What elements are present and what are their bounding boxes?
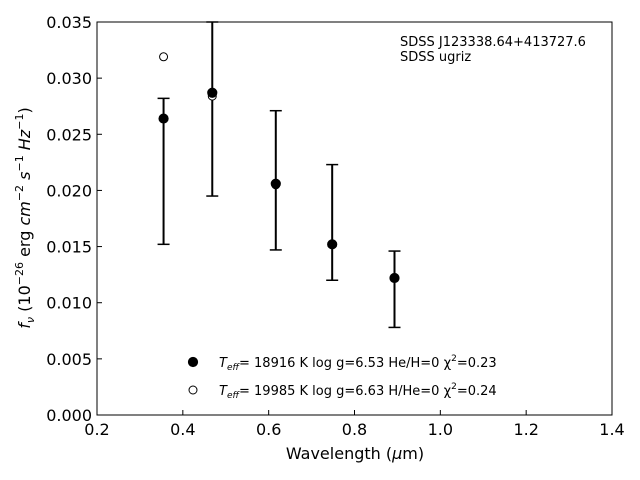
filled-point bbox=[158, 113, 169, 124]
legend: Teff= 18916 K log g=6.53 He/H=0 χ2=0.23 T… bbox=[187, 354, 497, 401]
filled-point bbox=[207, 87, 218, 98]
legend-marker-open bbox=[188, 385, 198, 395]
x-tick-label: 0.6 bbox=[256, 420, 281, 439]
y-tick-label: 0.005 bbox=[46, 350, 92, 369]
x-tick-label: 1.2 bbox=[513, 420, 538, 439]
data-points bbox=[158, 52, 400, 284]
annotation-line-2: SDSS ugriz bbox=[400, 50, 471, 65]
x-tick-label: 1.0 bbox=[428, 420, 453, 439]
x-tick-label: 0.8 bbox=[342, 420, 367, 439]
y-tick-label: 0.000 bbox=[46, 406, 92, 425]
axis-ticks: 0.2 0.4 0.6 0.8 1.0 1.2 1.4 0.000 0.005 0.010 0.01… bbox=[46, 13, 625, 439]
legend-entry: Teff= 18916 K log g=6.53 He/H=0 χ2=0.23 bbox=[219, 354, 497, 373]
errorbars bbox=[157, 21, 401, 329]
y-axis-label: fν (10−26 erg cm−2 s−1 Hz−1) bbox=[13, 107, 37, 328]
y-tick-label: 0.010 bbox=[46, 294, 92, 313]
legend-entry: Teff= 19985 K log g=6.63 H/He=0 χ2=0.24 bbox=[219, 382, 497, 401]
x-tick-label: 1.4 bbox=[599, 420, 624, 439]
filled-point bbox=[270, 178, 281, 189]
legend-marker-filled bbox=[187, 356, 199, 368]
annotation-line-1: SDSS J123338.64+413727.6 bbox=[400, 35, 586, 50]
y-tick-label: 0.030 bbox=[46, 69, 92, 88]
filled-point bbox=[327, 239, 338, 250]
x-tick-label: 0.4 bbox=[170, 420, 195, 439]
filled-point bbox=[389, 272, 400, 284]
y-tick-label: 0.035 bbox=[46, 13, 92, 32]
open-point bbox=[159, 52, 169, 62]
x-axis-label: Wavelength (μm) bbox=[286, 444, 424, 463]
y-tick-label: 0.015 bbox=[46, 238, 92, 257]
y-tick-label: 0.025 bbox=[46, 125, 92, 144]
y-tick-label: 0.020 bbox=[46, 181, 92, 200]
x-tick-label: 0.2 bbox=[84, 420, 109, 439]
